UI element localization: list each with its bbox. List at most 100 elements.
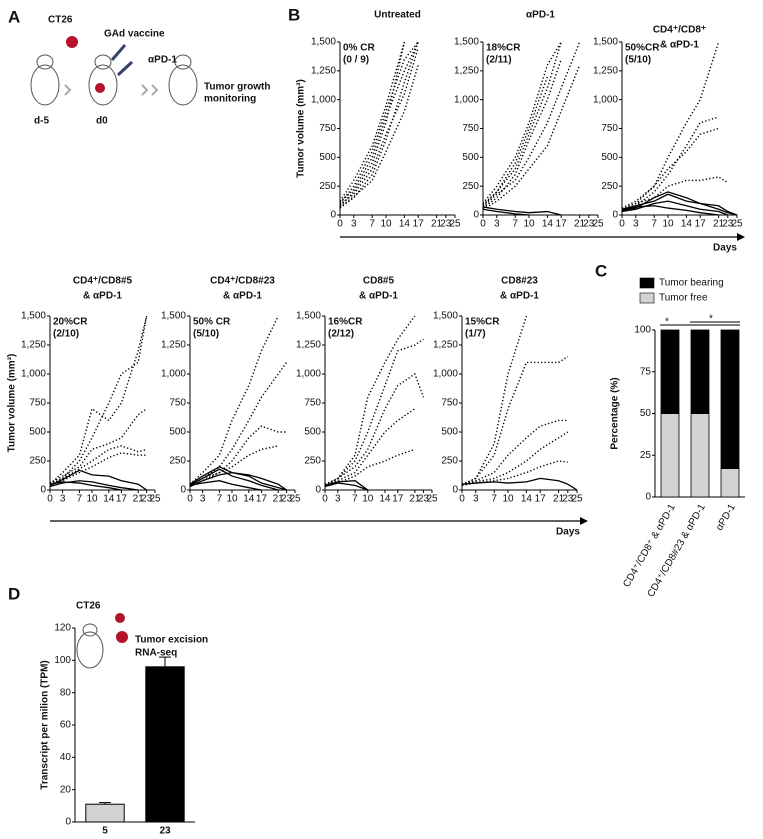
x-axis-label: Days bbox=[556, 527, 580, 538]
annotation: (2/11) bbox=[486, 55, 512, 66]
y-tick-label: 1,000 bbox=[161, 369, 186, 380]
schematic-text: αPD-1 bbox=[148, 55, 177, 66]
tumor-curve bbox=[49, 315, 148, 485]
y-tick-label: 60 bbox=[60, 720, 72, 731]
chart-title: CD4⁺/CD8⁺ bbox=[653, 25, 706, 36]
y-tick-label: 20 bbox=[60, 784, 72, 795]
x-tick-label: 10 bbox=[226, 494, 238, 505]
x-tick-label: 23 bbox=[418, 494, 430, 505]
schematic-d bbox=[76, 613, 128, 669]
x-tick-label: 0 bbox=[480, 219, 486, 230]
x-tick-label: CD4⁺/CD8⁺ & αPD-1 bbox=[621, 502, 678, 589]
y-tick-label: 750 bbox=[169, 398, 186, 409]
x-tick-label: 14 bbox=[521, 494, 533, 505]
tumor-curve bbox=[189, 468, 279, 491]
y-tick-label: 750 bbox=[601, 123, 618, 134]
y-tick-label: 1,000 bbox=[296, 369, 321, 380]
panel-label: C bbox=[595, 261, 607, 280]
x-tick-label: αPD-1 bbox=[714, 502, 738, 533]
tumor-curve bbox=[324, 408, 416, 487]
x-tick-label: 14 bbox=[103, 494, 115, 505]
tumor-curve bbox=[339, 41, 419, 209]
schematic-text: d-5 bbox=[34, 116, 49, 127]
annotation: (5/10) bbox=[625, 55, 651, 66]
x-tick-label: 21 bbox=[431, 219, 443, 230]
tumor-curve bbox=[324, 480, 369, 491]
tumor-curve bbox=[49, 408, 147, 484]
y-tick-label: 1,000 bbox=[433, 369, 458, 380]
y-axis-label: Tumor volume (mm³) bbox=[7, 354, 18, 453]
x-tick-label: 21 bbox=[553, 494, 565, 505]
tumor-curve bbox=[339, 47, 419, 206]
annotation: (1/7) bbox=[465, 329, 486, 340]
bar bbox=[85, 803, 125, 823]
y-tick-label: 0 bbox=[315, 485, 321, 496]
y-tick-label: 500 bbox=[169, 427, 186, 438]
y-tick-label: 1,250 bbox=[454, 65, 479, 76]
annotation: 15%CR bbox=[465, 317, 500, 328]
y-axis-label: Percentage (%) bbox=[610, 377, 621, 449]
x-tick-label: 21 bbox=[713, 219, 725, 230]
chart-title: CD4⁺/CD8#5 bbox=[73, 276, 133, 287]
x-tick-label: 25 bbox=[571, 494, 583, 505]
chart-title: Untreated bbox=[374, 10, 421, 21]
tumor-curve bbox=[482, 41, 562, 204]
annotation: (2/10) bbox=[53, 329, 79, 340]
annotation: (0 / 9) bbox=[343, 55, 369, 66]
tumor-curve bbox=[339, 41, 406, 202]
x-tick-label: 21 bbox=[273, 494, 285, 505]
y-tick-label: 500 bbox=[601, 152, 618, 163]
x-tick-label: 7 bbox=[352, 494, 358, 505]
y-tick-label: 1,250 bbox=[593, 65, 618, 76]
y-tick-label: 0 bbox=[65, 817, 71, 828]
y-tick-label: 0 bbox=[612, 210, 618, 221]
tumor-curve bbox=[482, 76, 549, 206]
x-tick-label: 21 bbox=[409, 494, 421, 505]
x-tick-label: 0 bbox=[337, 219, 343, 230]
annotation: (2/12) bbox=[328, 329, 354, 340]
tumor-curve bbox=[461, 315, 528, 486]
y-tick-label: 250 bbox=[304, 456, 321, 467]
tumor-curve bbox=[621, 205, 719, 216]
x-tick-label: 0 bbox=[47, 494, 53, 505]
bar-segment bbox=[660, 413, 680, 498]
schematic-text: CT26 bbox=[48, 15, 73, 26]
x-tick-label: 14 bbox=[681, 219, 693, 230]
x-tick-label: 23 bbox=[440, 219, 452, 230]
y-tick-label: 500 bbox=[29, 427, 46, 438]
bar-segment bbox=[690, 413, 710, 498]
x-tick-label: 5 bbox=[102, 826, 108, 837]
x-tick-label: 23 bbox=[159, 826, 171, 837]
chart-title: αPD-1 bbox=[526, 10, 555, 21]
x-tick-label: 17 bbox=[413, 219, 425, 230]
x-tick-label: 21 bbox=[574, 219, 586, 230]
x-tick-label: 23 bbox=[722, 219, 734, 230]
tumor-curve bbox=[461, 431, 569, 485]
x-tick-label: 3 bbox=[335, 494, 341, 505]
tumor-curve bbox=[461, 356, 569, 485]
x-tick-label: 0 bbox=[459, 494, 465, 505]
x-tick-label: 10 bbox=[662, 219, 674, 230]
days-arrow bbox=[580, 517, 588, 525]
y-tick-label: 1,000 bbox=[21, 369, 46, 380]
x-tick-label: 17 bbox=[556, 219, 568, 230]
y-tick-label: 0 bbox=[40, 485, 46, 496]
y-tick-label: 250 bbox=[462, 181, 479, 192]
panel-label: B bbox=[288, 5, 300, 24]
annotation: (5/10) bbox=[193, 329, 219, 340]
y-tick-label: 500 bbox=[441, 427, 458, 438]
x-tick-label: 3 bbox=[200, 494, 206, 505]
tumor-curve bbox=[621, 127, 719, 209]
tumor-curve bbox=[324, 482, 369, 491]
x-tick-label: 23 bbox=[583, 219, 595, 230]
y-tick-label: 750 bbox=[304, 398, 321, 409]
schematic-a bbox=[30, 36, 198, 106]
chart-title: & αPD-1 bbox=[223, 291, 262, 302]
y-tick-label: 120 bbox=[54, 623, 71, 634]
tumor-curve bbox=[49, 480, 139, 491]
y-tick-label: 1,000 bbox=[593, 94, 618, 105]
x-tick-label: 17 bbox=[116, 494, 128, 505]
y-tick-label: 500 bbox=[462, 152, 479, 163]
y-tick-label: 500 bbox=[319, 152, 336, 163]
